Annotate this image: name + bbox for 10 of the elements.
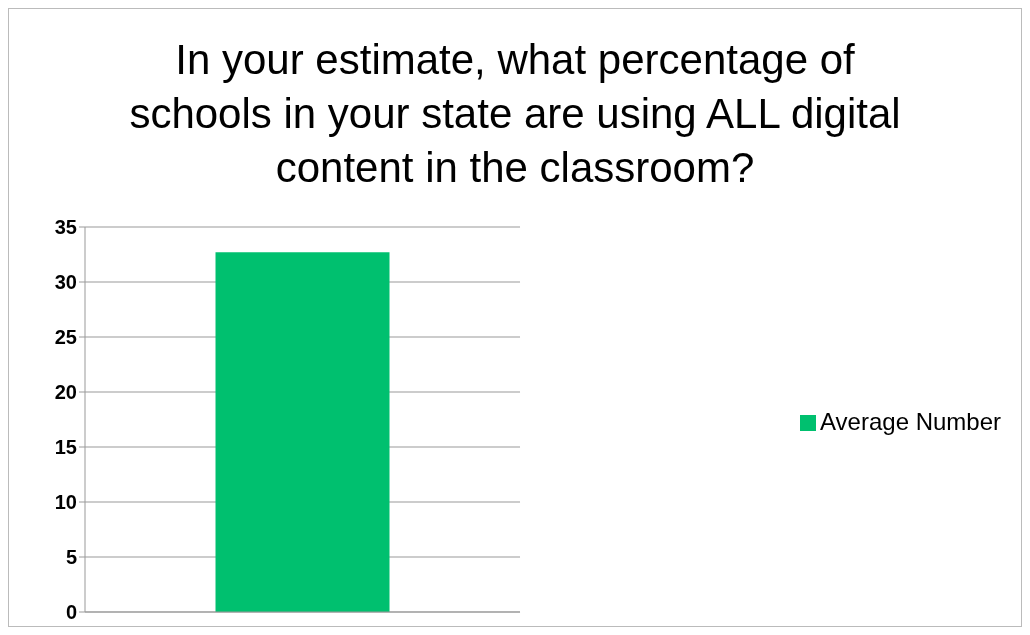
y-tick-label: 35 xyxy=(54,216,77,239)
y-tick-label: 30 xyxy=(54,271,77,294)
y-tick-label: 0 xyxy=(65,601,77,624)
y-tick-label: 5 xyxy=(65,546,77,569)
y-tick-label: 25 xyxy=(54,326,77,349)
y-tick-label: 10 xyxy=(54,491,77,514)
chart-title: In your estimate, what percentage of schools in your state are using ALL digital content in the classroom? xyxy=(129,36,901,191)
y-tick-label: 20 xyxy=(54,381,77,404)
legend-label: Average Number xyxy=(820,407,1001,435)
y-tick-label: 15 xyxy=(54,436,77,459)
